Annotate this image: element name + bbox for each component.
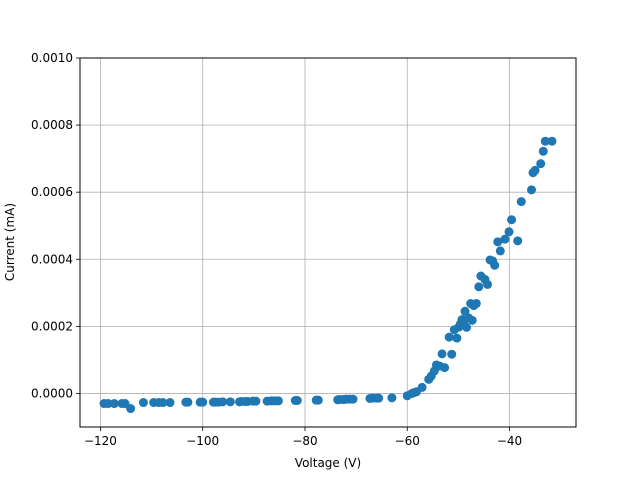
plot-frame (79, 57, 577, 428)
data-point (507, 215, 517, 225)
data-point (493, 237, 503, 247)
x-tick-label: −40 (497, 434, 522, 448)
data-point (292, 395, 302, 405)
data-point (462, 322, 472, 332)
data-point (165, 398, 175, 408)
data-point (348, 394, 358, 404)
data-point (471, 299, 481, 309)
y-tick-label: 0.0000 (31, 386, 73, 400)
data-point (440, 363, 450, 373)
data-point (538, 146, 548, 156)
data-point (444, 332, 454, 342)
y-ticks: 0.0000 0.0002 0.0004 0.0006 0.0008 0.0010 (31, 51, 80, 400)
data-point (527, 185, 537, 195)
data-point (273, 396, 283, 406)
data-point (198, 397, 208, 407)
data-point (138, 398, 148, 408)
data-point (513, 236, 523, 246)
data-point (374, 393, 384, 403)
data-point (536, 159, 546, 169)
data-point (547, 136, 557, 146)
data-point (530, 165, 540, 175)
x-tick-label: −120 (84, 434, 117, 448)
y-tick-label: 0.0006 (31, 185, 73, 199)
data-point (183, 397, 193, 407)
data-point (126, 404, 136, 414)
x-axis-label: Voltage (V) (295, 456, 361, 470)
data-point (251, 396, 261, 406)
data-point (452, 333, 462, 343)
data-point (467, 315, 477, 325)
data-point (504, 227, 514, 237)
data-point (437, 349, 447, 359)
x-tick-label: −80 (292, 434, 317, 448)
x-tick-label: −100 (186, 434, 219, 448)
y-axis-label: Current (mA) (3, 203, 17, 281)
data-point (225, 397, 235, 407)
data-point (387, 393, 397, 403)
x-tick-label: −60 (395, 434, 420, 448)
data-point (158, 398, 168, 408)
y-tick-label: 0.0008 (31, 118, 73, 132)
data-point (490, 260, 500, 270)
y-tick-label: 0.0004 (31, 252, 73, 266)
data-point (474, 282, 484, 292)
x-ticks: −120 −100 −80 −60 −40 (84, 427, 522, 448)
data-point (500, 234, 510, 244)
data-point (483, 279, 493, 289)
y-tick-label: 0.0002 (31, 319, 73, 333)
data-point (109, 399, 119, 409)
data-point (447, 349, 457, 359)
data-points (99, 136, 557, 414)
data-point (313, 395, 323, 405)
data-point (218, 397, 228, 407)
data-point (495, 246, 505, 256)
data-point (540, 136, 550, 146)
data-point (417, 382, 427, 392)
data-point (460, 306, 470, 316)
data-point (516, 197, 526, 207)
y-tick-label: 0.0010 (31, 51, 73, 65)
